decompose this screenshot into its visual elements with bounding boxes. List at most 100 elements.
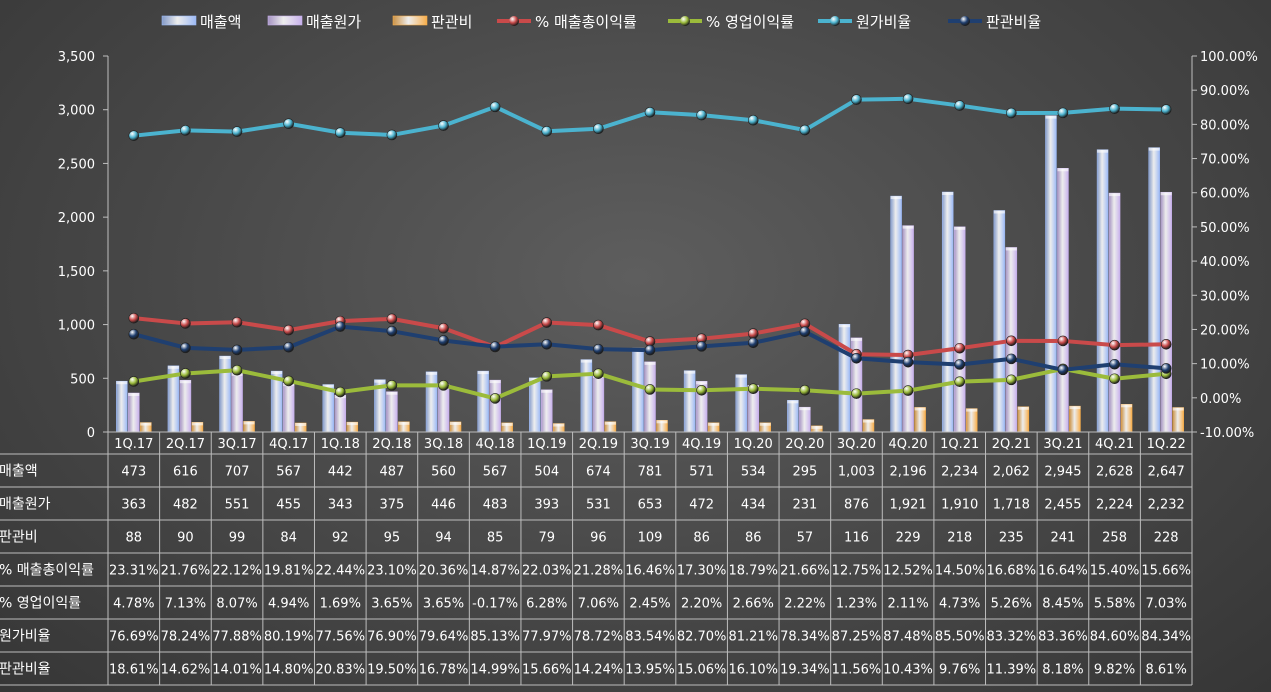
table-cell: 218 [947, 531, 972, 546]
line-point-3Q.20 [851, 94, 862, 105]
legend-marker [680, 16, 690, 26]
table-cell: 10.43% [883, 663, 933, 678]
line-point-4Q.20 [902, 356, 914, 368]
line-point-4Q.19 [696, 384, 707, 396]
bar-1Q.19 [541, 389, 553, 433]
table-header-2Q.17: 2Q.17 [166, 437, 205, 452]
table-cell: 109 [638, 531, 663, 546]
line-point-2Q.20 [799, 124, 811, 136]
bar-top-2Q.19 [580, 359, 592, 363]
bar-1Q.22 [1172, 407, 1184, 433]
line-point-1Q.22 [1160, 338, 1172, 350]
line-point-4Q.17 [283, 375, 294, 387]
table-cell: 19.81% [264, 564, 314, 579]
table-cell: 22.12% [212, 564, 262, 579]
bar-3Q.21 [1045, 115, 1057, 433]
bar-2Q.19 [580, 359, 593, 433]
bar-3Q.19 [632, 347, 644, 433]
y-left-tick-label: 2,500 [58, 157, 95, 172]
bar-2Q.18 [386, 391, 398, 433]
bar-series [116, 115, 1184, 433]
table-cell: 85.50% [935, 630, 985, 645]
table-cell: 534 [741, 465, 766, 480]
table-cell: 19.50% [367, 663, 417, 678]
table-cell: 551 [225, 498, 250, 513]
table-cell: 14.50% [935, 564, 985, 579]
bar-top-4Q.20 [890, 196, 902, 200]
bar-top-1Q.17 [116, 381, 128, 385]
line-point-2Q.17 [180, 318, 191, 329]
legend-label: 판관비율 [986, 13, 1041, 31]
bar-top-2Q.17 [191, 422, 203, 426]
bar-top-4Q.18 [489, 380, 501, 384]
line-point-4Q.19 [696, 109, 707, 121]
line-point-2Q.19 [593, 123, 604, 135]
table-cell: 23.10% [367, 564, 417, 579]
table-cell: 504 [534, 465, 559, 480]
legend-item: 판관비율 [948, 13, 1041, 31]
bar-1Q.17 [116, 380, 128, 433]
table-cell: 2.22% [784, 597, 825, 612]
bar-3Q.20 [838, 323, 851, 433]
bar-2Q.20 [787, 400, 799, 433]
line-point-1Q.21 [954, 359, 966, 370]
bar-4Q.18 [477, 370, 489, 433]
table-cell: 79.64% [419, 630, 469, 645]
table-cell: 4.94% [268, 597, 309, 612]
table-cell: 17.30% [677, 564, 727, 579]
table-cell: 81.21% [728, 630, 778, 645]
table-cell: 15.66% [1141, 564, 1191, 579]
legend-swatch [392, 15, 428, 26]
line-point-1Q.22 [1160, 104, 1172, 115]
line-point-3Q.18 [438, 120, 449, 131]
bar-top-1Q.19 [541, 389, 553, 393]
table-cell: 57 [797, 531, 814, 546]
line-point-3Q.21 [1057, 107, 1069, 119]
table-cell: 15.40% [1090, 564, 1140, 579]
bar-top-4Q.19 [696, 381, 708, 385]
table-cell: 674 [586, 465, 611, 480]
table-cell: 18.61% [109, 663, 159, 678]
table-header-3Q.18: 3Q.18 [424, 437, 463, 452]
line-point-4Q.20 [902, 93, 914, 105]
bar-top-2Q.18 [374, 379, 386, 383]
y-right-tick-label: -10.00% [1200, 426, 1254, 441]
bar-3Q.19 [644, 361, 656, 433]
table-cell: 23.31% [109, 564, 159, 579]
legend-item: % 영업이익률 [668, 13, 794, 31]
table-cell: 3.65% [423, 597, 464, 612]
table-cell: 21.76% [161, 564, 211, 579]
line-point-1Q.17 [128, 130, 140, 141]
bar-2Q.19 [592, 374, 605, 433]
table-cell: 95 [384, 531, 401, 546]
table-cell: 82.70% [677, 630, 727, 645]
axes: 0 500 1,000 1,500 2,000 2,500 3,000 3,500 -10.00… [58, 50, 1258, 441]
table-header-4Q.20: 4Q.20 [889, 437, 928, 452]
bar-4Q.21 [1108, 192, 1121, 433]
table-cell: 14.62% [161, 663, 211, 678]
table-cell: 2.45% [629, 597, 670, 612]
table-cell: 15.06% [677, 663, 727, 678]
bar-top-4Q.18 [501, 422, 513, 426]
line-point-2Q.21 [1006, 353, 1017, 365]
bar-top-1Q.22 [1172, 407, 1184, 411]
y-right-tick-label: 80.00% [1200, 118, 1250, 133]
legend-item: 매출원가 [267, 13, 361, 31]
line-point-3Q.17 [231, 316, 243, 328]
table-cell: 616 [173, 465, 198, 480]
line-point-2Q.18 [386, 313, 398, 325]
bar-4Q.20 [890, 195, 902, 433]
table-cell: 1,921 [889, 498, 926, 513]
table-cell: 19.34% [780, 663, 830, 678]
table-cell: 78.34% [780, 630, 830, 645]
table-cell: 5.26% [991, 597, 1032, 612]
bar-4Q.19 [683, 370, 696, 433]
bar-4Q.20 [914, 407, 926, 433]
table-cell: 1,003 [838, 465, 875, 480]
line-point-4Q.18 [489, 393, 501, 404]
bar-1Q.21 [965, 408, 978, 433]
line-point-1Q.18 [334, 321, 346, 332]
legend-item: 매출액 [161, 13, 241, 31]
table-header-3Q.21: 3Q.21 [1043, 437, 1082, 452]
bar-top-2Q.21 [993, 210, 1005, 214]
